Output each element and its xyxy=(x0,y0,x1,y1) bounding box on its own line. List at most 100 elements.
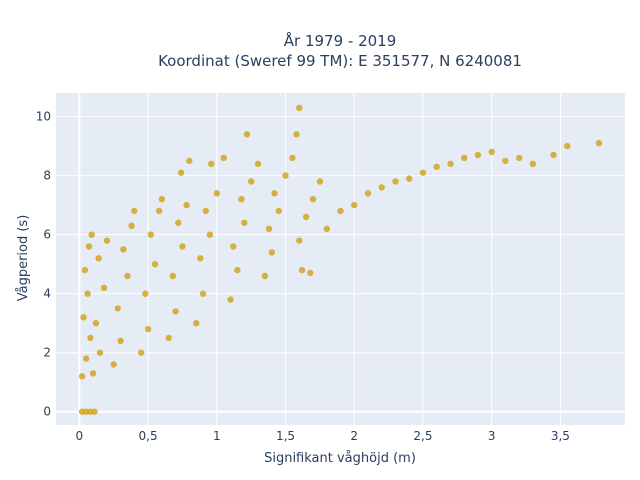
data-point xyxy=(337,207,344,215)
data-point xyxy=(296,104,303,112)
scatter-points xyxy=(78,104,603,415)
data-point xyxy=(183,201,190,209)
data-point xyxy=(177,169,185,176)
x-axis-title: Signifikant våghöjd (m) xyxy=(264,451,416,466)
data-point xyxy=(378,184,385,191)
data-point xyxy=(227,296,234,303)
data-point xyxy=(103,237,111,244)
y-tick-label: 8 xyxy=(43,169,51,183)
data-point xyxy=(461,154,468,162)
data-point xyxy=(282,172,289,179)
data-point xyxy=(419,169,427,176)
data-point xyxy=(488,148,495,156)
data-point xyxy=(179,243,186,250)
data-point xyxy=(88,231,95,238)
data-point xyxy=(197,255,204,262)
data-point xyxy=(234,266,241,274)
data-point xyxy=(243,131,251,138)
data-point xyxy=(275,207,282,215)
data-point xyxy=(351,201,358,209)
data-point xyxy=(95,255,102,262)
x-axis-ticks: 0 0,5 1 1,5 2 2,5 3 3,5 xyxy=(76,429,570,443)
data-point xyxy=(447,160,454,167)
data-point xyxy=(241,219,248,226)
data-point xyxy=(254,160,262,167)
data-point xyxy=(298,266,306,274)
data-point xyxy=(516,154,523,162)
data-point xyxy=(213,190,220,197)
data-point xyxy=(206,231,214,238)
data-point xyxy=(202,207,209,215)
data-point xyxy=(307,269,314,277)
data-point xyxy=(302,213,310,221)
data-point xyxy=(271,190,278,197)
x-tick-label: 3 xyxy=(488,429,496,443)
plot-area xyxy=(56,93,625,425)
y-tick-label: 2 xyxy=(43,346,51,360)
data-point xyxy=(564,142,571,150)
data-point xyxy=(293,131,300,138)
data-point xyxy=(128,222,135,229)
chart-title-line1: År 1979 - 2019 xyxy=(284,31,397,50)
data-point xyxy=(89,370,97,377)
x-tick-label: 0,5 xyxy=(139,429,158,443)
data-point xyxy=(131,207,138,215)
data-point xyxy=(175,219,182,226)
data-point xyxy=(323,225,330,232)
vertical-gridlines xyxy=(78,93,561,425)
data-point xyxy=(364,190,372,197)
x-tick-label: 2 xyxy=(350,429,358,443)
data-point xyxy=(230,243,237,250)
data-point xyxy=(296,237,303,244)
data-point xyxy=(138,349,145,356)
data-point xyxy=(268,249,275,256)
x-tick-label: 1 xyxy=(213,429,221,443)
chart-title-line2: Koordinat (Sweref 99 TM): E 351577, N 62… xyxy=(158,52,522,70)
data-point xyxy=(124,272,131,280)
data-point xyxy=(117,337,124,345)
data-point xyxy=(165,334,172,342)
data-point xyxy=(550,151,557,159)
data-point xyxy=(220,154,227,162)
data-point xyxy=(158,196,165,203)
data-point xyxy=(110,361,117,368)
data-point xyxy=(114,305,122,312)
data-point xyxy=(100,284,108,291)
data-point xyxy=(172,308,179,315)
data-point xyxy=(309,196,317,203)
data-point xyxy=(208,160,215,167)
horizontal-gridlines xyxy=(56,116,625,413)
y-tick-label: 10 xyxy=(36,110,51,124)
y-axis-title: Vågperiod (s) xyxy=(16,215,31,302)
data-point xyxy=(265,225,273,232)
data-point xyxy=(502,157,509,165)
data-point xyxy=(193,320,200,327)
data-point xyxy=(289,154,296,162)
data-point xyxy=(83,355,90,362)
data-point xyxy=(406,175,413,182)
data-point xyxy=(595,140,603,147)
data-point xyxy=(142,290,149,297)
data-point xyxy=(151,261,159,268)
data-point xyxy=(474,151,482,159)
data-point xyxy=(186,157,193,165)
x-tick-label: 0 xyxy=(76,429,84,443)
y-axis-ticks: 0 2 4 6 8 10 xyxy=(36,110,51,419)
data-point xyxy=(261,272,269,280)
data-point xyxy=(248,178,255,185)
data-point xyxy=(433,163,440,170)
data-point xyxy=(147,231,154,238)
y-tick-label: 0 xyxy=(43,405,51,419)
y-tick-label: 6 xyxy=(43,228,51,242)
x-tick-label: 3,5 xyxy=(551,429,570,443)
data-point xyxy=(80,314,87,321)
data-point xyxy=(120,246,127,253)
x-tick-label: 1,5 xyxy=(276,429,295,443)
data-point xyxy=(238,196,245,203)
data-point xyxy=(92,320,100,327)
data-point xyxy=(85,243,93,250)
data-point xyxy=(392,178,399,185)
data-point xyxy=(144,325,152,333)
data-point xyxy=(529,160,537,167)
